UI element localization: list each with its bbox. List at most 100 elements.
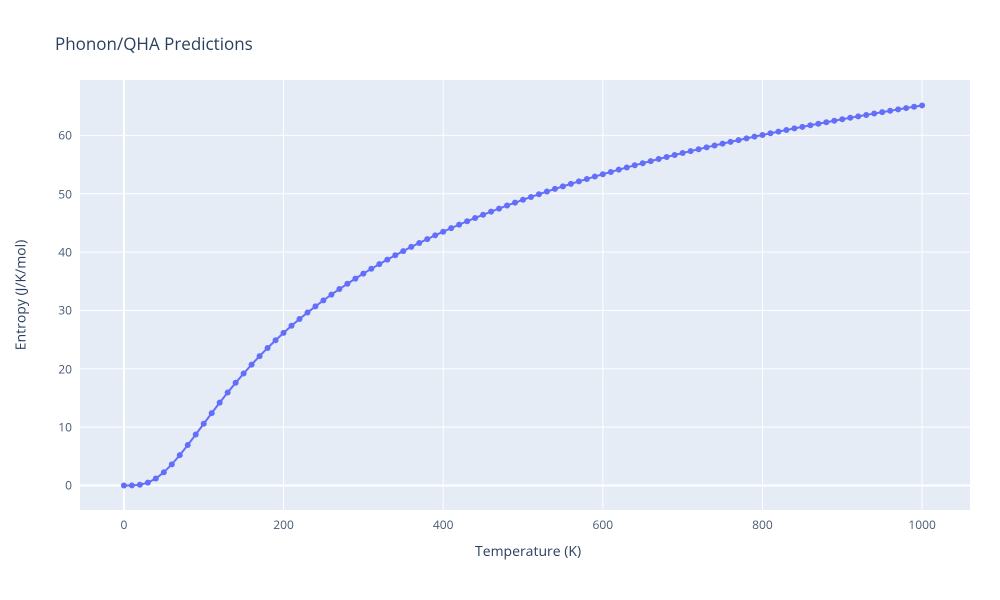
data-point[interactable] — [799, 124, 805, 130]
data-point[interactable] — [576, 178, 582, 184]
data-point[interactable] — [217, 400, 223, 406]
data-point[interactable] — [209, 410, 215, 416]
data-point[interactable] — [648, 158, 654, 164]
data-point[interactable] — [360, 271, 366, 277]
data-point[interactable] — [480, 212, 486, 218]
data-point[interactable] — [744, 135, 750, 141]
data-point[interactable] — [241, 370, 247, 376]
data-point[interactable] — [273, 337, 279, 343]
data-point[interactable] — [368, 266, 374, 272]
data-point[interactable] — [704, 144, 710, 150]
data-point[interactable] — [328, 292, 334, 298]
data-point[interactable] — [624, 164, 630, 170]
data-point[interactable] — [887, 108, 893, 114]
data-point[interactable] — [783, 127, 789, 133]
data-point[interactable] — [736, 137, 742, 143]
data-point[interactable] — [855, 113, 861, 119]
entropy-series[interactable] — [0, 0, 1000, 600]
data-point[interactable] — [672, 152, 678, 158]
data-point[interactable] — [767, 130, 773, 136]
data-point[interactable] — [815, 121, 821, 127]
data-point[interactable] — [153, 475, 159, 481]
data-point[interactable] — [145, 480, 151, 486]
data-point[interactable] — [376, 261, 382, 267]
data-point[interactable] — [169, 461, 175, 467]
data-point[interactable] — [696, 146, 702, 152]
data-point[interactable] — [289, 323, 295, 329]
data-point[interactable] — [320, 297, 326, 303]
data-point[interactable] — [249, 362, 255, 368]
data-point[interactable] — [552, 186, 558, 192]
data-point[interactable] — [775, 129, 781, 135]
data-point[interactable] — [408, 244, 414, 250]
data-point[interactable] — [720, 141, 726, 147]
data-point[interactable] — [863, 112, 869, 118]
data-point[interactable] — [472, 215, 478, 221]
data-point[interactable] — [512, 200, 518, 206]
data-point[interactable] — [185, 442, 191, 448]
data-point[interactable] — [265, 345, 271, 351]
data-point[interactable] — [177, 452, 183, 458]
data-point[interactable] — [440, 229, 446, 235]
data-point[interactable] — [432, 232, 438, 238]
data-point[interactable] — [336, 286, 342, 292]
data-point[interactable] — [895, 106, 901, 112]
data-point[interactable] — [384, 257, 390, 263]
data-point[interactable] — [608, 169, 614, 175]
data-point[interactable] — [233, 380, 239, 386]
data-point[interactable] — [688, 148, 694, 154]
data-point[interactable] — [664, 154, 670, 160]
data-point[interactable] — [400, 248, 406, 254]
data-point[interactable] — [871, 111, 877, 117]
data-point[interactable] — [312, 303, 318, 309]
data-point[interactable] — [281, 330, 287, 336]
data-point[interactable] — [344, 281, 350, 287]
data-point[interactable] — [504, 203, 510, 209]
data-point[interactable] — [656, 156, 662, 162]
data-point[interactable] — [488, 209, 494, 215]
data-point[interactable] — [831, 118, 837, 124]
data-point[interactable] — [304, 310, 310, 316]
data-point[interactable] — [137, 482, 143, 488]
data-point[interactable] — [424, 236, 430, 242]
data-point[interactable] — [791, 125, 797, 131]
data-point[interactable] — [807, 122, 813, 128]
data-point[interactable] — [751, 134, 757, 140]
data-point[interactable] — [560, 183, 566, 189]
data-point[interactable] — [728, 139, 734, 145]
data-point[interactable] — [592, 174, 598, 180]
data-point[interactable] — [456, 222, 462, 228]
data-point[interactable] — [911, 104, 917, 110]
data-point[interactable] — [464, 218, 470, 224]
data-point[interactable] — [544, 189, 550, 195]
data-point[interactable] — [759, 132, 765, 138]
data-point[interactable] — [520, 197, 526, 203]
data-point[interactable] — [600, 171, 606, 177]
data-point[interactable] — [352, 276, 358, 282]
data-point[interactable] — [903, 105, 909, 111]
data-point[interactable] — [680, 150, 686, 156]
data-point[interactable] — [392, 252, 398, 258]
data-point[interactable] — [201, 421, 207, 427]
entropy-line[interactable] — [124, 105, 922, 485]
data-point[interactable] — [193, 432, 199, 438]
data-point[interactable] — [879, 109, 885, 115]
data-point[interactable] — [823, 119, 829, 125]
data-point[interactable] — [448, 225, 454, 231]
data-point[interactable] — [121, 482, 127, 488]
data-point[interactable] — [632, 162, 638, 168]
data-point[interactable] — [129, 482, 135, 488]
data-point[interactable] — [528, 194, 534, 200]
data-point[interactable] — [640, 160, 646, 166]
data-point[interactable] — [257, 353, 263, 359]
data-point[interactable] — [839, 116, 845, 122]
data-point[interactable] — [496, 206, 502, 212]
data-point[interactable] — [297, 316, 303, 322]
data-point[interactable] — [536, 191, 542, 197]
data-point[interactable] — [161, 469, 167, 475]
data-point[interactable] — [847, 115, 853, 121]
data-point[interactable] — [416, 240, 422, 246]
data-point[interactable] — [568, 181, 574, 187]
data-point[interactable] — [584, 176, 590, 182]
data-point[interactable] — [712, 142, 718, 148]
